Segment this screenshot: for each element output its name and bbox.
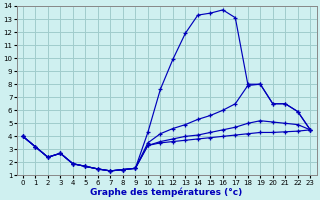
X-axis label: Graphe des températures (°c): Graphe des températures (°c) <box>91 187 243 197</box>
